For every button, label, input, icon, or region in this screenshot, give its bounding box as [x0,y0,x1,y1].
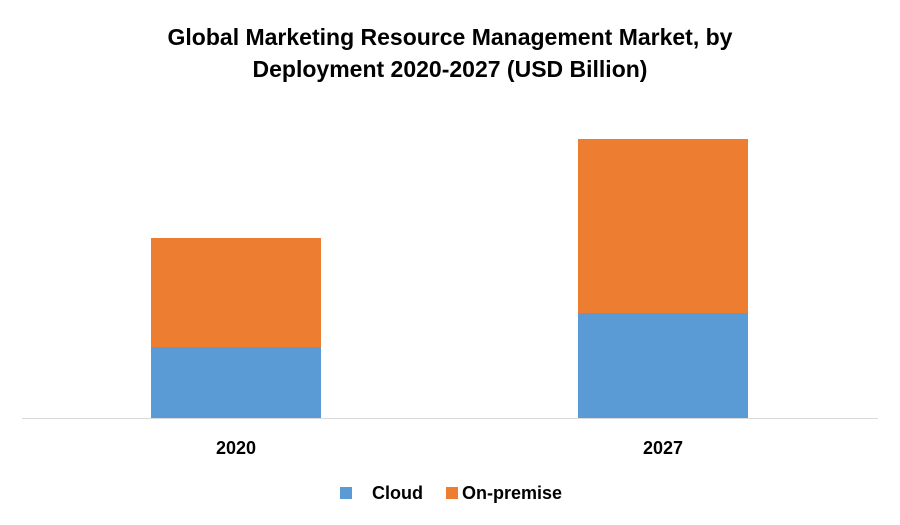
chart-title-line-1: Global Marketing Resource Management Mar… [167,24,733,50]
legend-swatch-cloud [340,487,352,499]
bar-on-premise-2020 [151,238,321,347]
x-tick-label: 2020 [216,438,256,458]
bar-on-premise-2027 [578,139,748,313]
bar-cloud-2027 [578,313,748,418]
chart-title-line-2: Deployment 2020-2027 (USD Billion) [252,56,648,82]
legend-label: On-premise [462,483,562,503]
x-tick-label: 2027 [643,438,683,458]
legend-swatch-on-premise [446,487,458,499]
legend-label: Cloud [372,483,423,503]
bar-cloud-2020 [151,347,321,418]
